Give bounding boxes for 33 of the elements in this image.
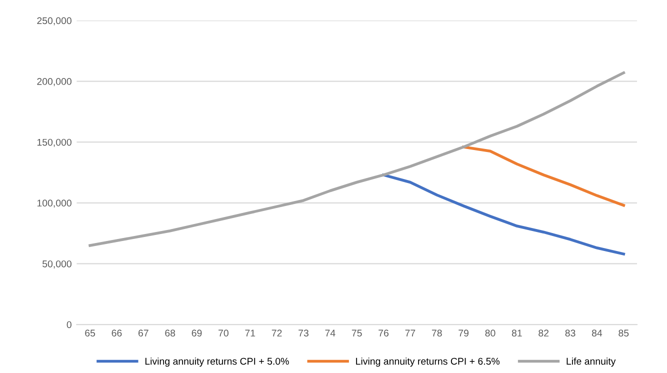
- x-tick-label: 65: [85, 330, 96, 337]
- x-tick-label: 71: [245, 330, 256, 336]
- x-tick-label: 66: [112, 330, 122, 337]
- line-series: [88, 71, 626, 247]
- x-tick-label: 78: [432, 330, 442, 337]
- x-tick-label: 67: [138, 330, 148, 337]
- y-tick-label: 0: [66, 321, 72, 328]
- y-tick-label: 150,000: [37, 138, 72, 147]
- x-tick-label: 69: [192, 330, 202, 337]
- line-series: [462, 146, 626, 207]
- y-tick-label: 100,000: [37, 200, 72, 208]
- x-tick-label: 72: [272, 330, 282, 336]
- y-tick-label: 200,000: [37, 78, 72, 86]
- x-tick-label: 77: [405, 330, 416, 336]
- x-tick-label: 79: [458, 330, 469, 337]
- y-tick-label: 250,000: [37, 17, 72, 26]
- legend-label: Living annuity returns CPI + 5.0%: [145, 358, 289, 367]
- x-tick-label: 75: [352, 330, 362, 337]
- x-tick-label: 68: [165, 330, 176, 337]
- legend-label: Life annuity: [566, 358, 616, 367]
- x-tick-label: 82: [538, 330, 549, 337]
- x-tick-label: 80: [485, 330, 496, 337]
- x-tick-label: 81: [512, 330, 522, 337]
- line-series: [382, 174, 626, 256]
- x-tick-label: 83: [565, 330, 576, 337]
- y-tick-label: 50,000: [42, 260, 72, 268]
- x-tick-label: 76: [378, 330, 389, 337]
- x-tick-label: 70: [218, 330, 228, 337]
- x-tick-label: 85: [618, 330, 629, 337]
- x-tick-label: 74: [325, 330, 336, 336]
- x-tick-label: 73: [298, 330, 308, 337]
- legend-label: Living annuity returns CPI + 6.5%: [356, 358, 500, 367]
- x-tick-label: 84: [592, 330, 602, 337]
